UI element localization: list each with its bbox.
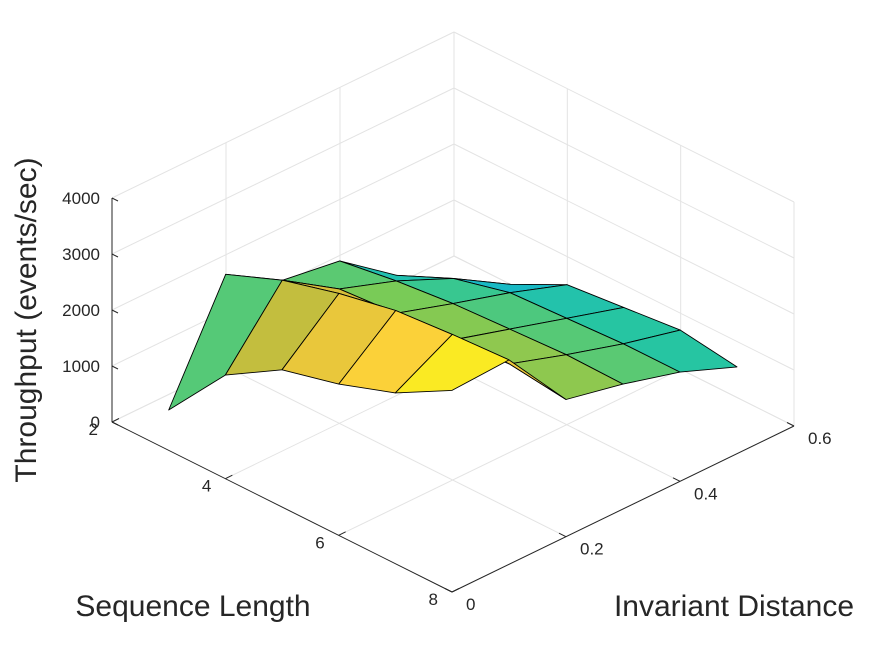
y-tick-label: 0 [466, 595, 475, 614]
x-tick-label: 8 [429, 590, 438, 609]
wall-grid-line [453, 199, 795, 371]
y-tick-label: 0.2 [580, 540, 604, 559]
x-tick-label: 6 [315, 533, 324, 552]
z-tick [111, 365, 119, 370]
x-tick [225, 474, 233, 480]
z-tick-label: 2000 [62, 301, 100, 320]
x-tick-label: 4 [202, 477, 211, 496]
x-axis-title: Sequence Length [75, 590, 310, 623]
z-axis-title: Throughput (events/sec) [10, 157, 43, 482]
x-tick-label: 2 [89, 420, 98, 439]
z-tick-label: 0 [91, 413, 100, 432]
wall-grid-line [111, 87, 455, 255]
wall-grid-line [453, 87, 795, 259]
z-tick [111, 309, 119, 314]
z-tick-label: 3000 [62, 245, 100, 264]
z-tick-label: 4000 [62, 189, 100, 208]
wall-grid-line [453, 31, 795, 203]
wall-grid-line [111, 31, 455, 199]
y-tick-label: 0.6 [808, 429, 832, 448]
y-tick [672, 477, 681, 482]
floor-grid-line [338, 368, 681, 536]
floor-grid-line [225, 366, 567, 538]
y-axis-title: Invariant Distance [614, 590, 854, 623]
x-tick [111, 418, 120, 423]
y-tick-label: 0.4 [694, 484, 718, 503]
z-tick-label: 1000 [62, 357, 100, 376]
y-tick [786, 422, 795, 427]
surface [168, 260, 738, 411]
wall-grid-line [111, 143, 455, 311]
x-axis-line [111, 421, 453, 593]
axes [111, 197, 795, 593]
z-tick [111, 253, 119, 258]
y-tick [444, 588, 453, 593]
z-tick [111, 197, 119, 202]
z-tick [111, 421, 119, 426]
wall-grid-line [453, 143, 795, 315]
y-tick [558, 532, 567, 538]
tick-labels: 0 1000 2000 3000 4000 2 4 6 8 0 0.2 0.4 0.6 [62, 189, 831, 614]
x-tick [451, 588, 460, 593]
x-tick [338, 531, 346, 536]
surface-facet [394, 333, 510, 394]
y-axis-line [451, 425, 795, 593]
